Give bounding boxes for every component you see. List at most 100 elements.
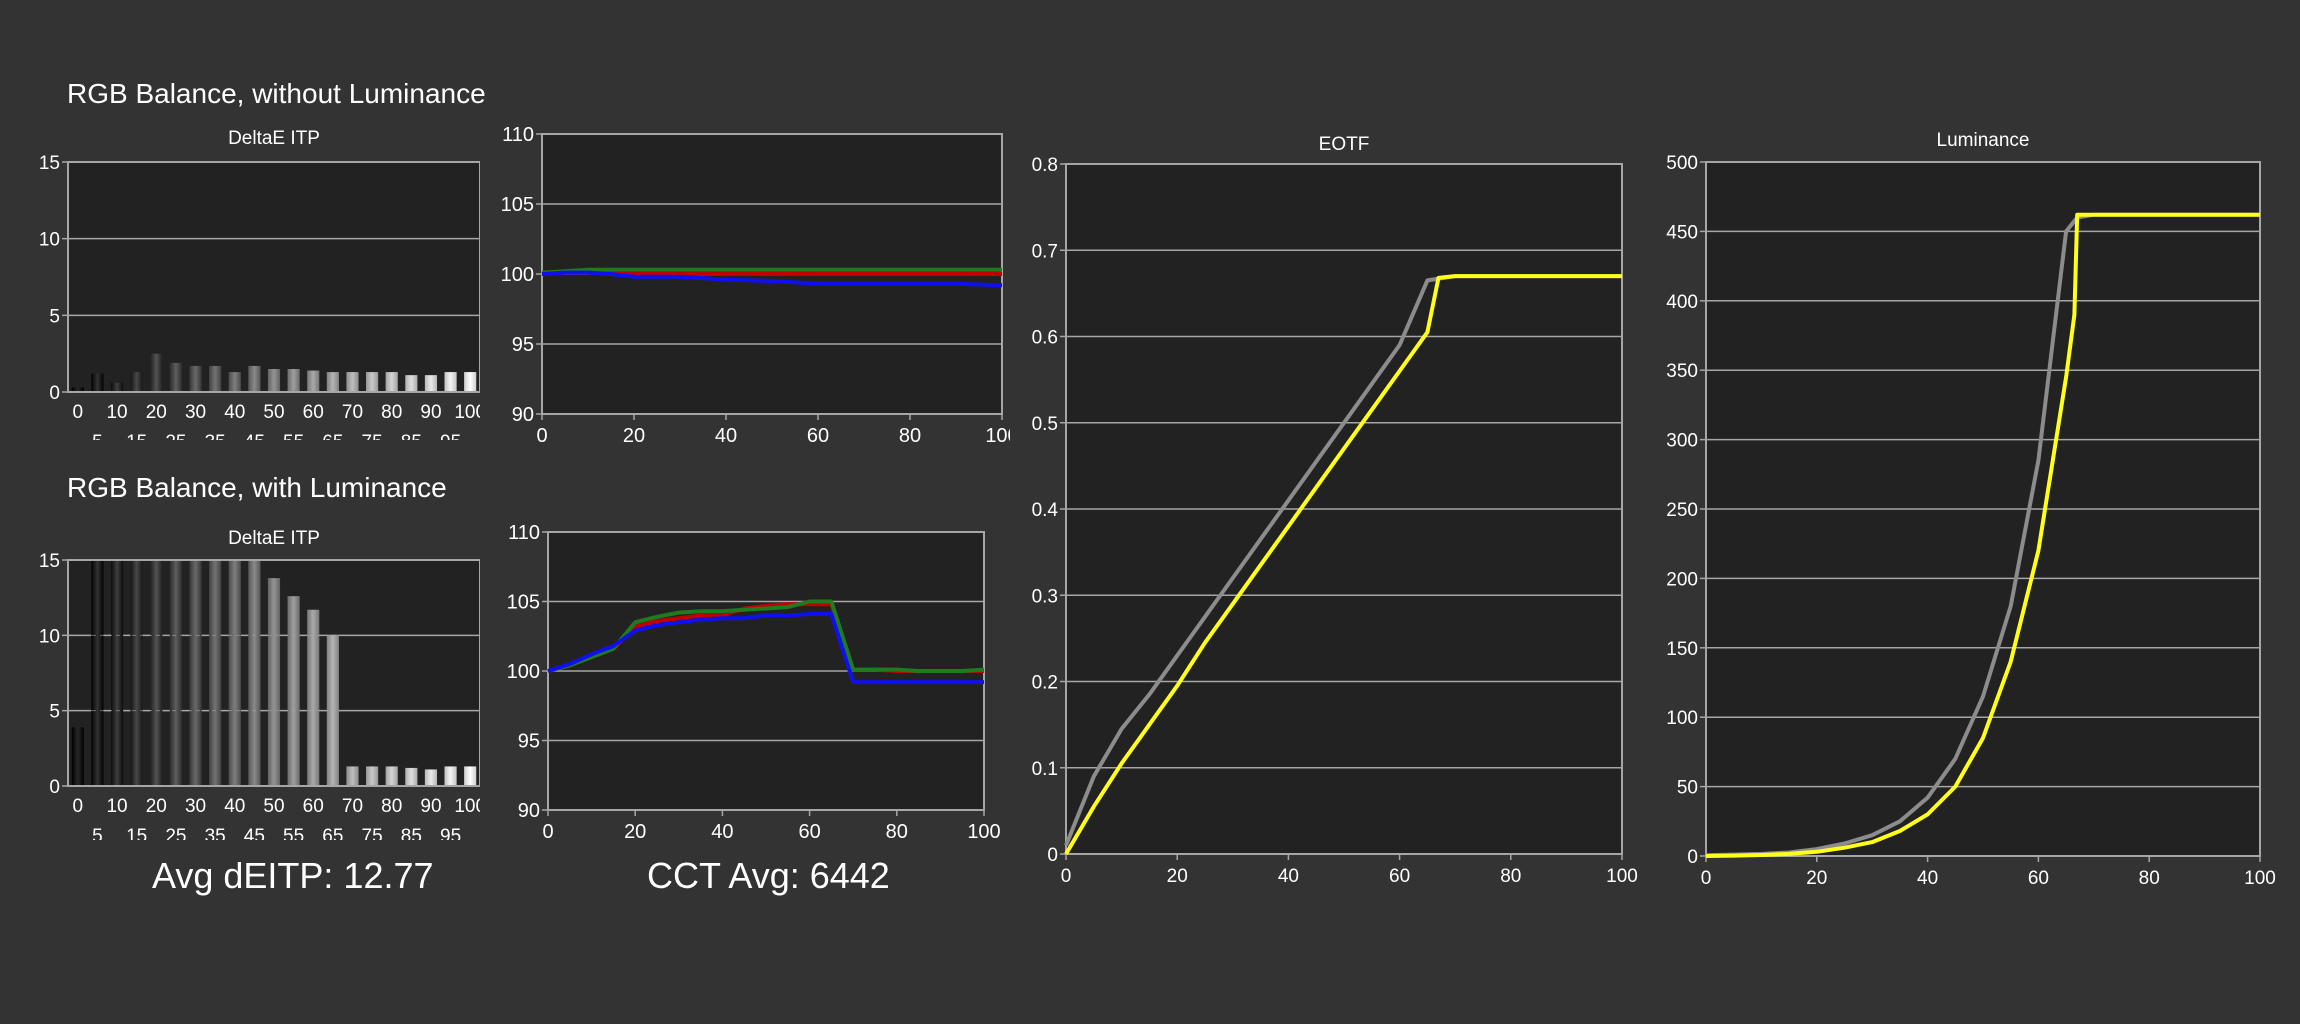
bar [150,353,163,392]
bar [248,365,261,392]
plot-area [68,162,480,392]
x-tick-label: 0 [73,796,84,817]
bar [287,369,300,392]
x-tick-label: 45 [244,826,265,840]
x-tick-label: 35 [205,826,226,840]
bar [424,769,438,786]
bar [307,609,320,786]
bar [209,560,222,786]
bar [71,727,84,786]
y-tick-label: 100 [1666,708,1698,729]
x-tick-label: 100 [1606,866,1638,887]
x-tick-label: 40 [715,425,737,447]
chart-title: DeltaE ITP [228,528,320,549]
x-tick-label: 10 [106,796,127,817]
y-tick-label: 15 [39,153,60,174]
plot-border [1065,163,1623,855]
y-tick-label: 0.4 [1032,500,1059,521]
bar [248,560,261,786]
bar [307,370,320,392]
x-tick-label: 75 [362,826,383,840]
x-tick-label: 0 [1701,868,1712,889]
y-tick-label: 250 [1666,500,1698,521]
x-tick-label: 15 [126,432,147,440]
x-tick-label: 100 [2244,868,2276,889]
y-tick-label: 50 [1677,778,1698,799]
eotf-chart: EOTF 0 0.1 0.2 0.3 0.4 0.5 0.6 0.7 0.8 0 20 40 60 80 10… [1032,134,1638,887]
bar [424,375,438,392]
bar [287,596,300,786]
x-tick-label: 95 [440,432,461,440]
y-tick-label: 10 [39,626,60,647]
bar [464,372,477,392]
x-tick-label: 60 [798,821,820,843]
rgb-balance-with-luminance-chart: 90 95 100 105 110 0 20 40 60 80 100 [507,522,1001,843]
y-tick-label: 95 [518,731,540,753]
x-tick-label: 25 [165,826,186,840]
series-line-green [541,267,1002,275]
x-tick-label: 80 [1500,866,1521,887]
y-tick-label: 0.2 [1032,673,1058,694]
x-tick-label: 40 [711,821,733,843]
y-tick-label: 200 [1666,569,1698,590]
chart-title: EOTF [1319,134,1370,155]
y-tick-label: 10 [39,230,60,251]
x-tick-label: 40 [224,796,245,817]
cct-avg-summary: CCT Avg: 6442 [647,855,890,896]
series-line-measured [1705,212,2260,858]
x-tick-label: 0 [73,402,84,423]
x-tick-label: 5 [92,432,103,440]
y-tick-label: 0 [49,383,60,404]
x-tick-label: 50 [263,402,284,423]
x-tick-label: 65 [322,432,343,440]
x-tick-label: 60 [2028,868,2049,889]
x-tick-label: 15 [126,826,147,840]
bar [267,369,281,392]
x-tick-label: 80 [899,425,921,447]
x-tick-label: 85 [401,432,422,440]
x-tick-label: 20 [1806,868,1827,889]
bar [326,372,339,392]
x-tick-label: 60 [303,796,324,817]
x-tick-label: 60 [1389,866,1410,887]
x-tick-label: 0 [542,821,553,843]
section-title-with-luminance: RGB Balance, with Luminance [67,472,447,503]
plot-border [1705,161,2261,857]
x-tick-label: 100 [967,821,1000,843]
x-tick-label: 40 [1278,866,1299,887]
x-tick-label: 40 [1917,868,1938,889]
x-tick-label: 25 [165,432,186,440]
bar [385,372,398,392]
bar [385,766,398,786]
x-tick-label: 60 [303,402,324,423]
bar [169,362,182,392]
x-tick-label: 0 [536,425,547,447]
bar [71,387,84,392]
y-tick-label: 95 [512,334,534,356]
x-tick-label: 20 [624,821,646,843]
bar [130,560,143,786]
x-tick-label: 100 [454,796,480,817]
deitp-without-luminance-chart: DeltaE ITP 0 5 10 15 0 5 10 15 20 25 30 35 40 45 50 55 60… [39,130,480,440]
bar [405,767,418,786]
bar [228,372,241,392]
x-tick-label: 45 [244,432,265,440]
avg-deitp-summary: Avg dEITP: 12.77 [152,855,434,896]
y-tick-label: 15 [39,551,60,572]
x-tick-label: 100 [454,402,480,423]
y-tick-label: 5 [49,306,60,327]
chart-title: DeltaE ITP [228,130,320,149]
deitp-with-luminance-chart: DeltaE ITP051015051015202530354045505560… [39,528,480,840]
x-tick-label: 90 [420,796,441,817]
x-tick-label: 10 [106,402,127,423]
x-tick-label: 80 [381,402,402,423]
x-tick-label: 20 [146,402,167,423]
y-tick-label: 0 [49,777,60,798]
y-tick-label: 0.3 [1032,586,1058,607]
bar [130,372,143,392]
bar [209,365,222,392]
y-tick-label: 90 [512,404,534,426]
y-tick-label: 500 [1666,153,1698,174]
x-tick-label: 40 [224,402,245,423]
